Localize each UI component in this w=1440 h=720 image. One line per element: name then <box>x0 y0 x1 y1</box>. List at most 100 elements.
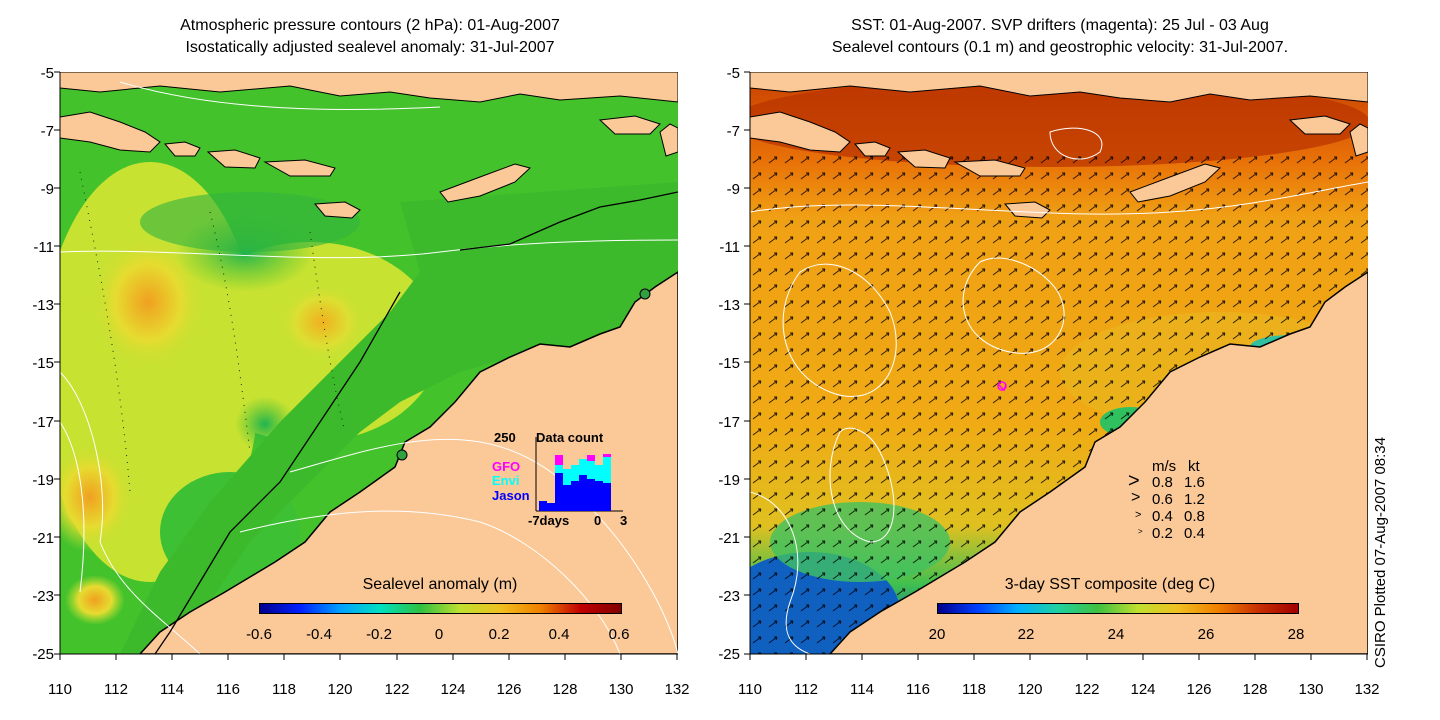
right-y-label: -23 <box>718 588 740 605</box>
sst-warm-north <box>750 77 1368 167</box>
left-x-label: 112 <box>104 681 128 698</box>
right-y-label: -19 <box>718 472 740 489</box>
sealevel-contour-5 <box>1049 127 1103 160</box>
right-x-label: 126 <box>1186 681 1212 698</box>
left-colorbar-tick: -0.6 <box>246 626 272 643</box>
inset-x-label-zero: 0 <box>594 513 602 528</box>
inset-legend-envi: Envi <box>492 473 520 488</box>
right-y-label: -21 <box>718 530 740 547</box>
legend-ms-2: 0.4 <box>1152 508 1173 525</box>
australia-land-right <box>828 271 1368 654</box>
legend-arrow-1: > <box>1131 489 1141 506</box>
inset-x-label-start: -7days <box>528 513 570 528</box>
bali-lombok-right <box>854 141 891 157</box>
right-x-label: 130 <box>1298 681 1324 698</box>
north-islands-right <box>750 72 1368 103</box>
left-colorbar-tick: 0.4 <box>548 626 570 643</box>
sealevel-contour-4 <box>829 427 895 543</box>
left-y-label: -25 <box>32 646 54 663</box>
right-x-label: 120 <box>1017 681 1043 698</box>
left-colorbar-tick: 0.2 <box>488 626 510 643</box>
sealevel-contour-2 <box>962 257 1065 354</box>
right-colorbar-tick: 24 <box>1107 626 1125 643</box>
inset-max-label: 250 <box>494 430 516 445</box>
timor-island-right <box>1129 163 1222 203</box>
left-title-line1: Atmospheric pressure contours (2 hPa): 0… <box>180 17 560 34</box>
inset-x-label-end: 3 <box>620 513 628 528</box>
tide-gauge-2[interactable] <box>396 449 408 461</box>
right-colorbar-tick: 26 <box>1197 626 1215 643</box>
right-x-label: 128 <box>1242 681 1268 698</box>
left-x-label: 114 <box>160 681 184 698</box>
left-y-label: -5 <box>40 65 54 82</box>
tanimbar-island-right <box>1349 123 1368 157</box>
left-y-label: -19 <box>32 472 54 489</box>
sumbawa-island-right <box>896 149 951 169</box>
right-y-label: -5 <box>726 65 740 82</box>
left-x-label: 122 <box>384 681 410 698</box>
legend-kt-1: 1.2 <box>1184 491 1205 508</box>
left-x-label: 132 <box>664 681 690 698</box>
right-axis-ticks <box>744 71 1368 660</box>
sealevel-anomaly-map[interactable] <box>60 72 678 654</box>
anomaly-warm-3 <box>277 282 367 362</box>
left-x-label: 130 <box>608 681 634 698</box>
left-colorbar-tick: -0.2 <box>366 626 392 643</box>
left-x-label: 110 <box>48 681 72 698</box>
java-island <box>60 111 161 153</box>
right-title-line2: Sealevel contours (0.1 m) and geostrophi… <box>831 39 1289 56</box>
anomaly-low-3 <box>140 192 360 252</box>
legend-kt-3: 0.4 <box>1184 525 1205 542</box>
right-x-label: 118 <box>962 681 986 698</box>
legend-header-kt: kt <box>1188 458 1200 475</box>
velocity-legend: m/s kt > 0.8 1.6 > 0.6 1.2 > 0.4 0.8 > 0… <box>1128 458 1228 548</box>
left-y-label: -15 <box>32 355 54 372</box>
right-y-label: -7 <box>726 123 740 140</box>
bali-lombok <box>164 141 201 157</box>
right-colorbar-tick: 22 <box>1017 626 1035 643</box>
wetar-island <box>598 115 661 135</box>
inset-title: Data count <box>536 430 604 445</box>
right-y-label: -17 <box>718 414 740 431</box>
flores-island <box>263 159 336 177</box>
pressure-contour-3 <box>60 421 85 593</box>
left-colorbar-tick: 0 <box>434 626 444 643</box>
right-x-label: 114 <box>850 681 874 698</box>
left-y-label: -11 <box>33 239 54 256</box>
left-colorbar-tick: 0.6 <box>608 626 630 643</box>
inset-legend-jason: Jason <box>492 488 530 503</box>
right-y-label: -9 <box>726 181 740 198</box>
legend-header-ms: m/s <box>1152 458 1177 475</box>
left-colorbar-tick: -0.4 <box>306 626 332 643</box>
left-y-label: -21 <box>32 530 54 547</box>
sumba-island <box>313 201 361 219</box>
anomaly-warm-2 <box>60 442 135 552</box>
flores-island-right <box>953 159 1026 177</box>
legend-ms-3: 0.2 <box>1152 525 1173 542</box>
sealevel-contour-3 <box>750 181 1368 215</box>
data-count-inset: 250 Data count GFO Envi Jason -7days 0 3 <box>480 425 640 530</box>
legend-arrow-3: > <box>1138 527 1143 536</box>
sumbawa-island <box>206 149 261 169</box>
legend-ms-0: 0.8 <box>1152 474 1173 491</box>
right-x-label: 112 <box>794 681 818 698</box>
java-island-right <box>750 111 851 153</box>
right-x-label: 110 <box>738 681 762 698</box>
svp-drifter-track <box>997 383 1007 392</box>
left-x-label: 116 <box>216 681 240 698</box>
left-colorbar <box>259 603 622 614</box>
right-y-label: -15 <box>718 355 740 372</box>
legend-ms-1: 0.6 <box>1152 491 1173 508</box>
right-y-label: -11 <box>719 239 740 256</box>
left-y-label: -7 <box>40 123 54 140</box>
anomaly-warm-4 <box>65 575 125 625</box>
sst-map[interactable] <box>750 72 1368 654</box>
left-y-label: -13 <box>32 297 54 314</box>
left-colorbar-title: Sealevel anomaly (m) <box>362 576 518 593</box>
left-title-line2: Isostatically adjusted sealevel anomaly:… <box>185 39 555 56</box>
left-y-label: -17 <box>32 414 54 431</box>
north-islands <box>60 72 678 103</box>
left-x-label: 118 <box>272 681 296 698</box>
pressure-contour-6 <box>239 510 621 654</box>
tide-gauge-1[interactable] <box>639 288 651 300</box>
